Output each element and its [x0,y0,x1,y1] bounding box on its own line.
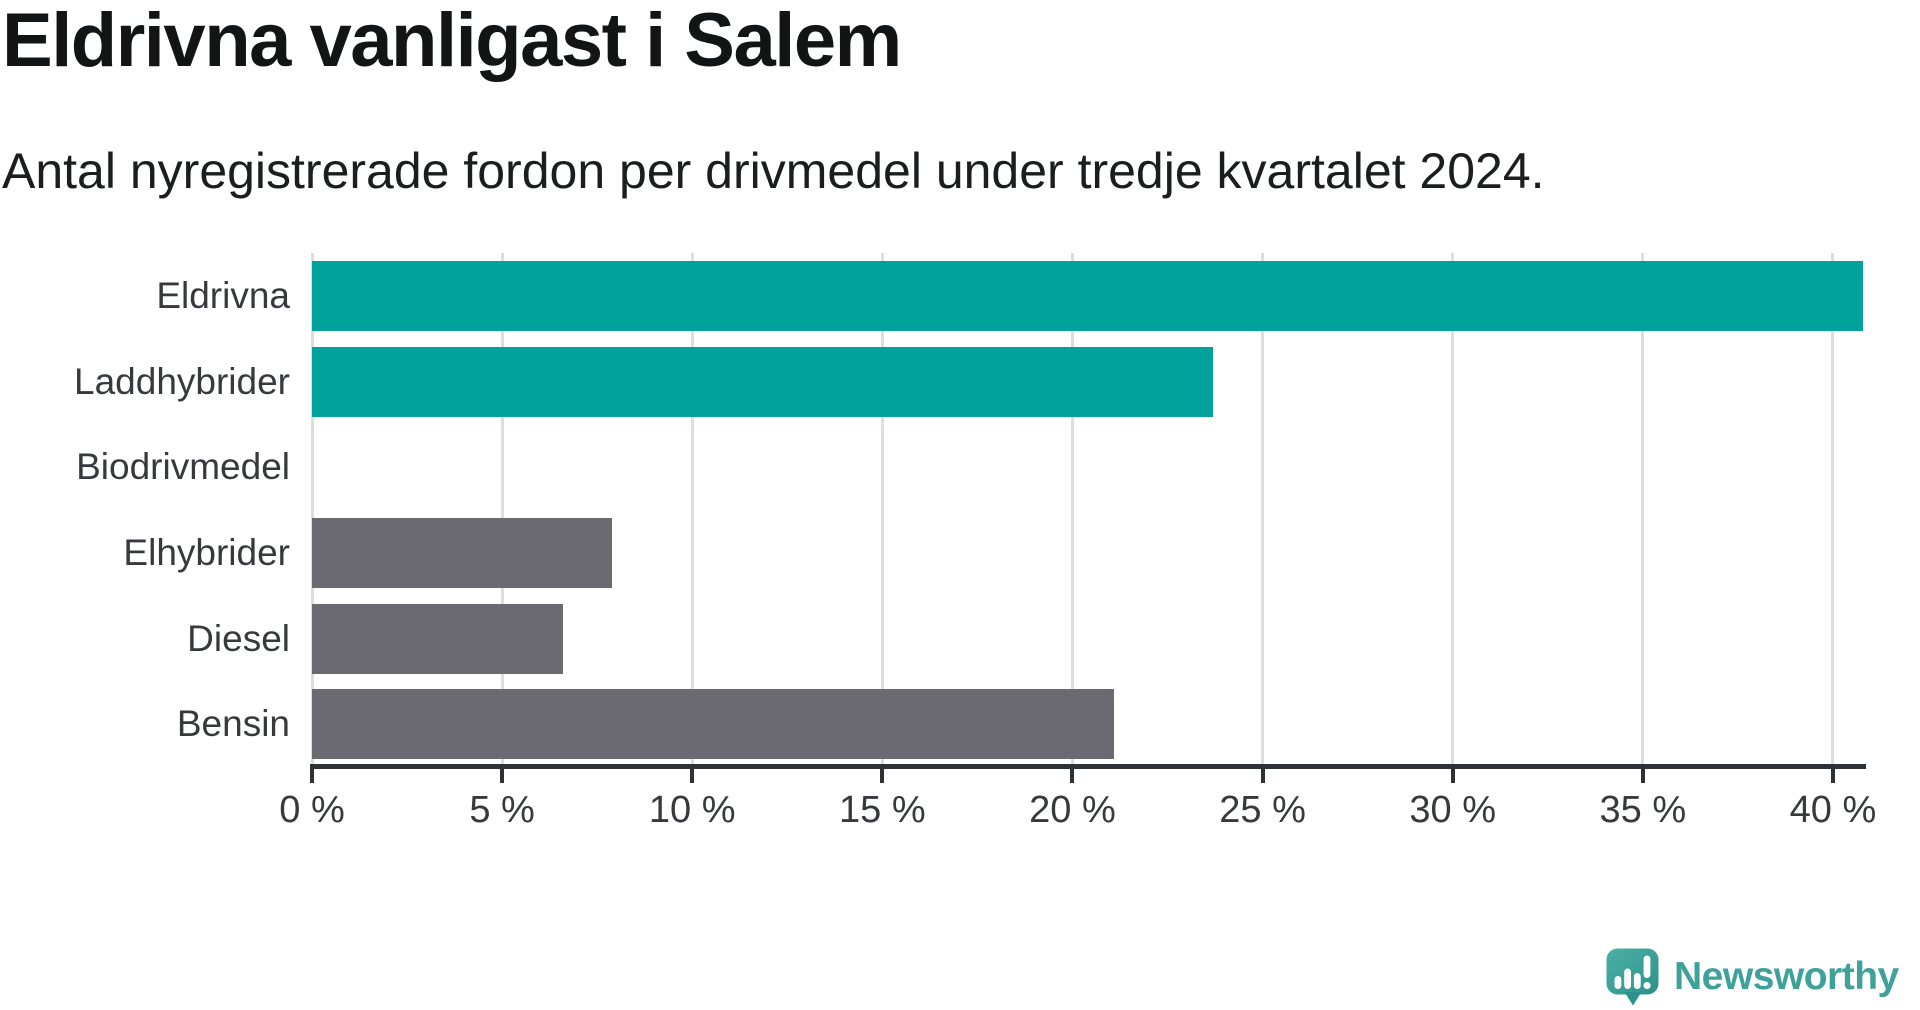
tick-40 [1830,769,1835,783]
tick-15 [880,769,885,783]
tick-label-10: 10 % [648,789,736,831]
tick-35 [1640,769,1645,783]
gridline-5 [500,253,504,767]
bar-elhybrider [312,517,613,588]
gridline-15 [880,253,884,767]
bar-laddhybrider [312,346,1214,417]
tick-label-30: 30 % [1409,789,1497,831]
plot-area [310,253,1863,767]
category-label-diesel: Diesel [187,617,290,659]
tick-30 [1450,769,1455,783]
tick-label-20: 20 % [1029,789,1116,831]
newsworthy-branding: Newsworthy [1606,945,1899,1009]
gridline-0 [310,253,314,767]
tick-label-5: 5 % [469,789,535,831]
tick-10 [690,769,695,783]
gridline-10 [690,253,694,767]
chart-subtitle: Antal nyregistrerade fordon per drivmede… [2,143,1545,199]
tick-label-25: 25 % [1219,789,1306,831]
tick-25 [1260,769,1265,783]
tick-label-35: 35 % [1599,789,1687,831]
gridline-20 [1070,253,1074,767]
gridline-30 [1451,253,1455,767]
category-label-biodrivmedel: Biodrivmedel [76,446,290,488]
tick-label-0: 0 % [279,789,345,831]
gridline-40 [1831,253,1835,767]
bar-diesel [312,603,563,674]
gridline-35 [1641,253,1645,767]
tick-label-15: 15 % [839,789,926,831]
category-label-eldrivna: Eldrivna [156,274,290,316]
tick-0 [310,769,314,783]
category-label-laddhybrider: Laddhybrider [74,360,290,402]
tick-5 [500,769,505,783]
category-label-elhybrider: Elhybrider [123,531,290,573]
newsworthy-logo-icon [1606,948,1659,1006]
bar-bensin [312,689,1115,760]
category-label-bensin: Bensin [176,703,290,745]
tick-label-40: 40 % [1789,789,1877,831]
bar-eldrivna [312,260,1863,331]
gridline-25 [1261,253,1265,767]
x-axis-line [310,764,1866,769]
chart-title: Eldrivna vanligast i Salem [2,0,902,83]
tick-20 [1070,769,1075,783]
newsworthy-logo-text: Newsworthy [1674,955,1899,998]
